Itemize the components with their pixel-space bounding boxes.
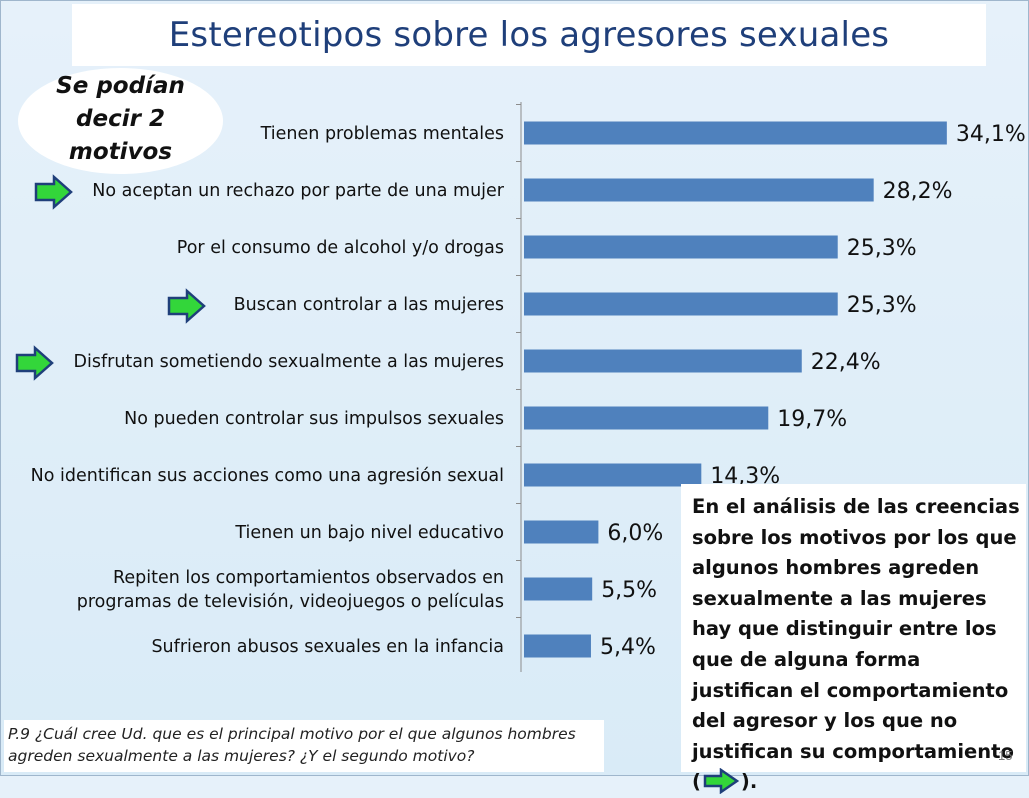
note-line-2: decir 2 (76, 106, 165, 132)
data-label: 5,5% (601, 578, 657, 603)
bar (524, 577, 593, 601)
page-number: 15 (998, 748, 1013, 763)
bar (524, 178, 874, 202)
survey-question-line-2: agreden sexualmente a las mujeres? ¿Y el… (8, 747, 475, 765)
analysis-text: En el análisis de las creencias sobre lo… (692, 492, 1024, 798)
data-label: 22,4% (811, 350, 881, 375)
category-label: Tienen problemas mentales (260, 124, 504, 144)
data-label: 25,3% (847, 236, 917, 261)
survey-question: P.9 ¿Cuál cree Ud. que es el principal m… (8, 723, 604, 767)
category-label: Sufrieron abusos sexuales en la infancia (151, 637, 504, 657)
bar (524, 634, 591, 658)
bar (524, 349, 802, 373)
slide-title-text: Estereotipos sobre los agresores sexuale… (168, 15, 890, 55)
survey-question-line-1: P.9 ¿Cuál cree Ud. que es el principal m… (8, 725, 576, 743)
category-label: Tienen un bajo nivel educativo (234, 523, 504, 543)
data-label: 6,0% (607, 521, 663, 546)
bar (524, 463, 702, 487)
slide-title: Estereotipos sobre los agresores sexuale… (72, 4, 986, 66)
data-label: 5,4% (600, 635, 656, 660)
bar (524, 520, 599, 544)
data-label: 34,1% (956, 122, 1026, 147)
category-label: No identifican sus acciones como una agr… (31, 466, 504, 486)
note-text: Se podían decir 2 motivos (18, 70, 223, 169)
green-arrow-icon (167, 288, 206, 324)
bar (524, 292, 838, 316)
green-arrow-icon (34, 174, 73, 210)
category-label: programas de televisión, videojuegos o p… (77, 592, 504, 612)
category-label: Disfrutan sometiendo sexualmente a las m… (74, 352, 504, 372)
note-oval (18, 68, 223, 174)
analysis-text-main: En el análisis de las creencias sobre lo… (692, 495, 1020, 794)
data-label: 28,2% (883, 179, 953, 204)
bar (524, 406, 769, 430)
question-box (4, 720, 604, 772)
bar (524, 235, 838, 259)
green-arrow-icon (703, 767, 740, 795)
analysis-text-end: ). (740, 770, 758, 794)
category-label: Repiten los comportamientos observados e… (113, 568, 504, 588)
category-label: No pueden controlar sus impulsos sexuale… (124, 409, 504, 429)
green-arrow-icon (15, 345, 54, 381)
bar (524, 121, 947, 145)
analysis-box (681, 484, 1026, 772)
category-label: Buscan controlar a las mujeres (234, 295, 504, 315)
note-line-3: motivos (68, 139, 173, 165)
data-label: 25,3% (847, 293, 917, 318)
note-line-1: Se podían (56, 73, 185, 99)
data-label: 19,7% (777, 407, 847, 432)
bar-chart: 34,1% Tienen problemas mentales 28,2% No ac… (15, 102, 1026, 672)
category-label: Por el consumo de alcohol y/o drogas (177, 238, 504, 258)
category-label: No aceptan un rechazo por parte de una m… (92, 181, 504, 201)
